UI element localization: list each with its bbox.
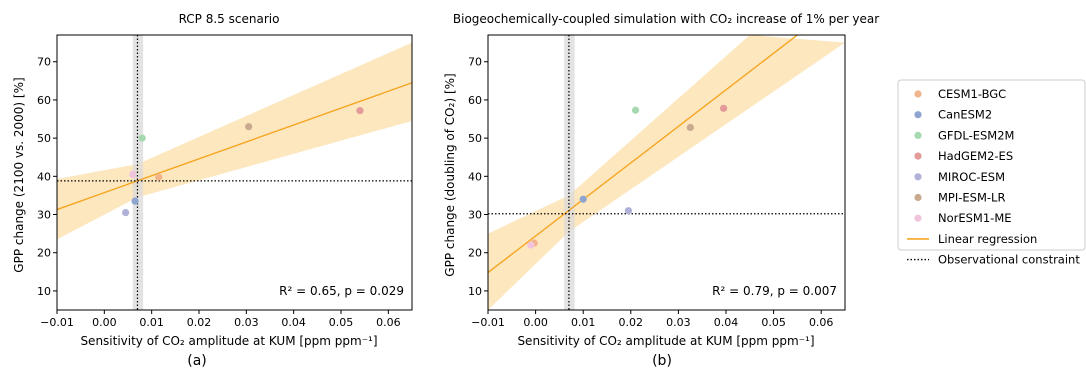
legend: CESM1-BGC CanESM2 GFDL-ESM2M HadGEM2-ES MIRO… <box>897 79 1086 267</box>
legend-marker <box>914 90 922 98</box>
legend-marker <box>914 193 922 202</box>
panel-a-ytick-label: 20 <box>37 247 51 260</box>
panel-b-ytick-label: 50 <box>468 132 482 145</box>
panel-a-point-cesm1-bgc <box>155 173 163 181</box>
panel-a-xtick-label: 0.01 <box>139 316 164 329</box>
panel-b-label: (b) <box>652 353 672 369</box>
panel-a-xtick-label: 0.00 <box>92 316 117 329</box>
legend-marker <box>914 111 922 119</box>
panel-a-xtick-label: 0.05 <box>329 316 354 329</box>
panel-b-ytick-label: 20 <box>468 247 482 260</box>
panel-a-ytick-label: 40 <box>37 170 51 183</box>
panel-a-regression-line <box>57 82 412 211</box>
panel-a-xtick-label: 0.03 <box>234 316 259 329</box>
panel-b-title: Biogeochemically-coupled simulation with… <box>453 12 879 26</box>
legend-frame <box>897 79 1086 251</box>
panel-a-point-gfdl-esm2m <box>138 134 146 142</box>
panel-b-xtick-label: 0.05 <box>761 316 786 329</box>
legend-marker <box>914 131 922 139</box>
panel-b-ytick-label: 40 <box>468 170 482 183</box>
panel-a-point-mpi-esm-lr <box>245 123 253 131</box>
panel-b-point-gfdl-esm2m <box>631 106 640 114</box>
panel-b-point-noresm1-me <box>527 241 535 249</box>
panel-b-ytick-label: 30 <box>468 209 482 222</box>
panel-b-xtick-label: 0.06 <box>809 316 834 329</box>
panel-b-xtick-label: 0.04 <box>714 316 739 329</box>
panel-a-ytick-label: 30 <box>37 209 51 222</box>
panel-b-ytick-label: 70 <box>468 56 482 69</box>
panel-a-xlabel: Sensitivity of CO₂ amplitude at KUM [ppm… <box>80 334 377 348</box>
panel-b-xtick-label: −0.01 <box>471 316 505 329</box>
panel-a-confidence-band <box>57 42 412 240</box>
panel-b-ylabel: GPP change (doubling of CO₂) [%] <box>443 73 457 276</box>
panel-b-xtick-label: 0.01 <box>571 316 596 329</box>
panel-b-axes-frame <box>487 34 846 311</box>
panel-a-plot-area <box>57 35 412 310</box>
panel-b-point-canesm2 <box>579 195 587 203</box>
panel-b-regression-line <box>488 35 798 274</box>
panel-b: Biogeochemically-coupled simulation with… <box>443 12 879 369</box>
legend-label: NorESM1-ME <box>938 211 1012 225</box>
legend-label: CanESM2 <box>938 108 992 122</box>
panel-b-confidence-band <box>488 35 845 310</box>
legend-marker <box>914 152 922 160</box>
legend-label: MPI-ESM-LR <box>938 191 1005 205</box>
panel-a-point-miroc-esm <box>122 209 130 217</box>
legend-label: Linear regression <box>938 232 1037 246</box>
panel-b-xtick-label: 0.00 <box>523 316 548 329</box>
legend-marker <box>914 173 922 181</box>
panel-b-xlabel: Sensitivity of CO₂ amplitude at KUM [ppm… <box>517 334 814 348</box>
panel-b-point-miroc-esm <box>624 207 633 215</box>
panel-a-axes-frame <box>56 34 413 311</box>
panel-a-xtick-label: 0.04 <box>281 316 306 329</box>
panel-b-plot-area <box>488 35 845 310</box>
legend-label: CESM1-BGC <box>938 87 1006 101</box>
panel-a-xtick-label: −0.01 <box>40 316 74 329</box>
panel-b-point-hadgem2-es <box>720 104 728 112</box>
panel-a-xtick-label: 0.06 <box>376 316 401 329</box>
panel-a-ytick-label: 70 <box>37 56 51 69</box>
panel-a-title: RCP 8.5 scenario <box>179 12 280 26</box>
panel-a-ytick-label: 10 <box>37 285 51 298</box>
legend-label: GFDL-ESM2M <box>938 128 1014 142</box>
panel-a-ylabel: GPP change (2100 vs. 2000) [%] <box>12 77 26 272</box>
panel-b-annotation: R² = 0.79, p = 0.007 <box>712 284 837 298</box>
panel-a-xtick-label: 0.02 <box>187 316 212 329</box>
panel-a-annotation: R² = 0.65, p = 0.029 <box>279 284 404 298</box>
panel-a-ytick-label: 60 <box>37 94 51 107</box>
panel-a: RCP 8.5 scenario (a) Sensitivity of CO₂ … <box>12 12 413 369</box>
panel-b-point-mpi-esm-lr <box>686 123 694 132</box>
panel-b-xtick-label: 0.03 <box>666 316 691 329</box>
panel-a-ytick-label: 50 <box>37 132 51 145</box>
panel-a-point-hadgem2-es <box>356 107 364 115</box>
panel-b-ytick-label: 10 <box>468 285 482 298</box>
panel-a-point-canesm2 <box>131 197 139 205</box>
panel-a-label: (a) <box>187 353 207 369</box>
legend-label: HadGEM2-ES <box>938 149 1013 163</box>
panel-b-ytick-label: 60 <box>468 94 482 107</box>
panel-b-xtick-label: 0.02 <box>619 316 644 329</box>
panel-a-point-noresm1-me <box>129 170 137 179</box>
legend-label: MIROC-ESM <box>938 170 1005 184</box>
legend-marker <box>914 214 922 222</box>
legend-label: Observational constraint <box>938 253 1080 267</box>
